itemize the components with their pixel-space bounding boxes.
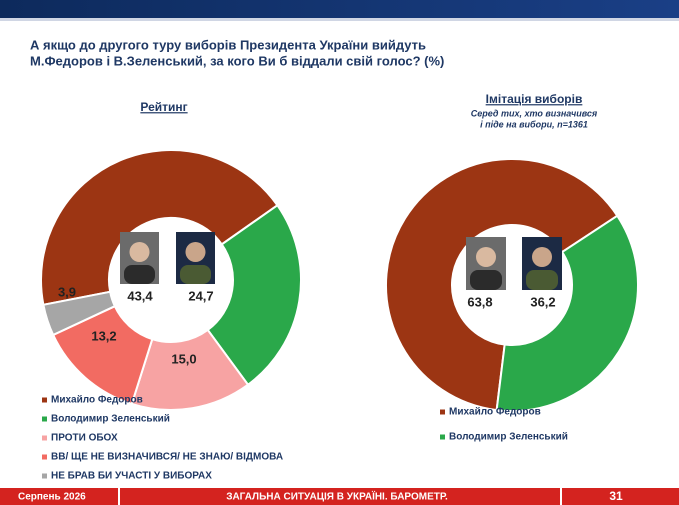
- value-label: 43,4: [127, 288, 153, 303]
- donut-slice: [206, 203, 302, 387]
- chart-subtitle: і піде на вибори, n=1361: [480, 119, 588, 129]
- footer-date: Серпень 2026: [18, 492, 86, 503]
- legend-label: НЕ БРАВ БИ УЧАСТІ У ВИБОРАХ: [51, 471, 212, 482]
- value-label: 13,2: [91, 328, 116, 343]
- legend-label: ВВ/ ЩЕ НЕ ВИЗНАЧИВСЯ/ НЕ ЗНАЮ/ ВІДМОВА: [51, 452, 283, 463]
- legend-swatch: [42, 473, 47, 479]
- value-label: 36,2: [530, 294, 555, 309]
- chart-subtitle: Серед тих, хто визначився: [471, 108, 598, 118]
- donut-slice: [42, 290, 117, 337]
- legend-label: Михайло Федоров: [51, 395, 143, 406]
- footer-divider: [118, 488, 120, 505]
- legend-swatch: [42, 416, 47, 422]
- legend-label: ПРОТИ ОБОХ: [51, 433, 118, 444]
- slide-title-line: А якщо до другого туру виборів Президент…: [30, 37, 426, 52]
- value-label: 24,7: [188, 288, 213, 303]
- legend-label: Михайло Федоров: [449, 407, 541, 418]
- charts: 43,4 24,7 15,0 13,2 3,9 Михайло Федоров Володи…: [40, 149, 639, 482]
- chart-title: Рейтинг: [140, 100, 187, 114]
- donut-slice: [385, 158, 619, 412]
- donut-slice: [495, 214, 639, 412]
- footer-divider: [560, 488, 562, 505]
- slide-title-line: М.Федоров і В.Зеленський, за кого Ви б в…: [30, 53, 444, 68]
- legend-swatch: [42, 435, 47, 441]
- photo: [120, 232, 159, 284]
- legend-swatch: [42, 454, 47, 460]
- value-label: 63,8: [467, 294, 492, 309]
- legend-swatch: [42, 397, 47, 403]
- top-bar-shadow: [0, 18, 679, 21]
- chart-title: Імітація виборів: [486, 92, 583, 106]
- footer-section: ЗАГАЛЬНА СИТУАЦІЯ В УКРАЇНІ. БАРОМЕТР.: [226, 490, 448, 503]
- photo: [176, 232, 215, 284]
- legend-label: Володимир Зеленський: [51, 414, 170, 425]
- footer-bar: [0, 488, 679, 505]
- photos: [120, 232, 562, 290]
- value-label: 3,9: [58, 284, 76, 299]
- legend-swatch: [440, 409, 445, 415]
- top-bar: [0, 0, 679, 18]
- page-number: 31: [609, 489, 623, 503]
- value-label: 15,0: [171, 351, 196, 366]
- legend-label: Володимир Зеленський: [449, 432, 568, 443]
- photo: [522, 237, 562, 290]
- legend-swatch: [440, 434, 445, 440]
- photo: [466, 237, 506, 290]
